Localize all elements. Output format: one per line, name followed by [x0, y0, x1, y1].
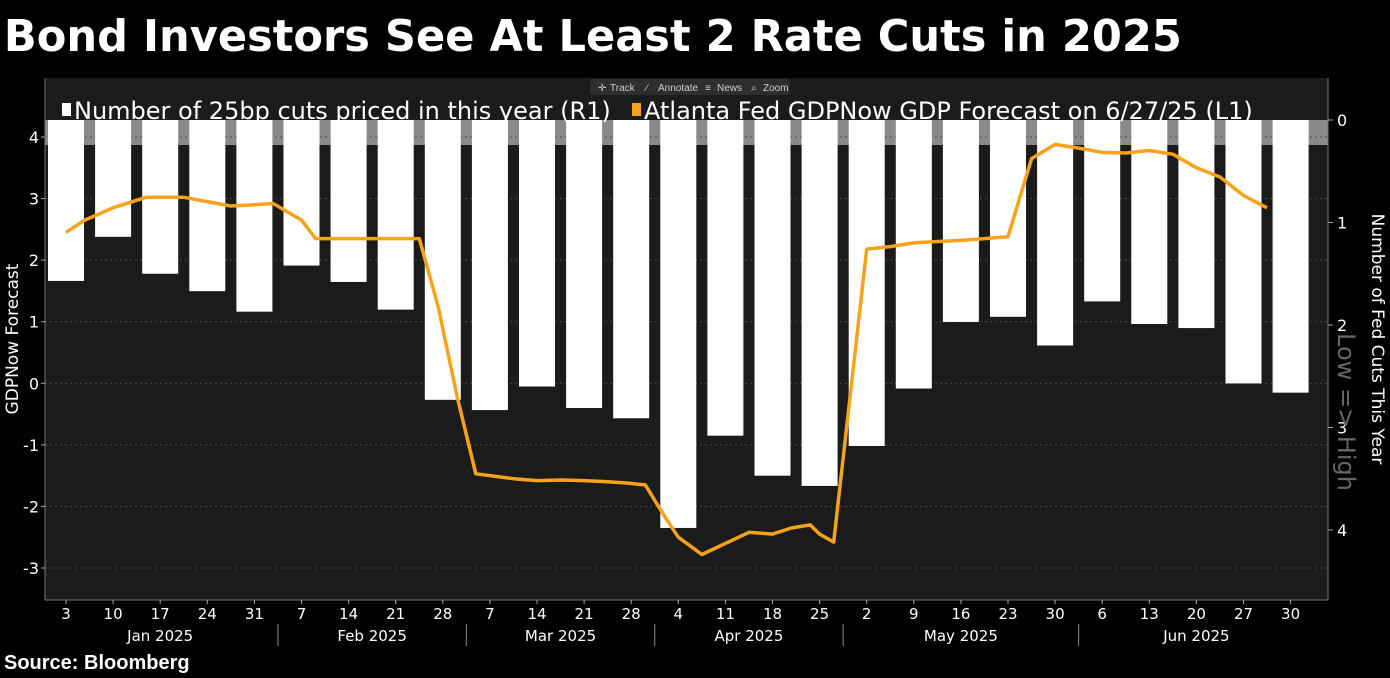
- bar[interactable]: [48, 120, 84, 281]
- x-tick-label: 6: [1097, 605, 1107, 623]
- bar[interactable]: [519, 120, 555, 387]
- bar[interactable]: [801, 120, 838, 486]
- bar[interactable]: [990, 120, 1026, 317]
- x-tick-label: 28: [433, 605, 452, 623]
- bar[interactable]: [942, 120, 979, 322]
- right-tick-label: 3: [1337, 419, 1347, 438]
- bar[interactable]: [848, 120, 885, 446]
- x-tick-label: 11: [716, 605, 735, 623]
- month-label: Mar 2025: [525, 627, 596, 645]
- left-tick-label: -3: [23, 559, 39, 578]
- left-tick-label: 4: [29, 128, 39, 147]
- chart[interactable]: Track Annotate News Zoom ✛ ∕ ≡ ⌕ Number …: [0, 74, 1390, 648]
- chart-toolbar: Track Annotate News Zoom ✛ ∕ ≡ ⌕: [590, 79, 790, 95]
- month-label: Feb 2025: [337, 627, 407, 645]
- bar[interactable]: [1178, 120, 1215, 329]
- bar[interactable]: [283, 120, 320, 266]
- right-tick-label: 1: [1337, 214, 1347, 233]
- legend-label-bars: Number of 25bp cuts priced in this year …: [74, 97, 611, 125]
- zoom-button[interactable]: Zoom: [763, 83, 789, 94]
- right-tick-label: 2: [1337, 316, 1347, 335]
- x-tick-label: 14: [339, 605, 358, 623]
- zoom-icon: ⌕: [751, 83, 757, 94]
- right-axis-label: Number of Fed Cuts This Year: [1367, 214, 1387, 465]
- x-tick-label: 28: [622, 605, 641, 623]
- x-tick-label: 9: [909, 605, 919, 623]
- x-tick-label: 30: [1046, 605, 1065, 623]
- x-tick-label: 25: [810, 605, 829, 623]
- bar[interactable]: [236, 120, 273, 312]
- month-label: Jun 2025: [1162, 627, 1229, 645]
- bar[interactable]: [707, 120, 744, 436]
- x-tick-label: 31: [245, 605, 264, 623]
- x-tick-label: 23: [998, 605, 1017, 623]
- x-tick-label: 21: [575, 605, 594, 623]
- x-tick-label: 3: [61, 605, 71, 623]
- chart-title: Bond Investors See At Least 2 Rate Cuts …: [0, 0, 1363, 74]
- bar[interactable]: [613, 120, 650, 419]
- left-tick-label: 0: [29, 374, 39, 393]
- bar[interactable]: [330, 120, 367, 282]
- watermark-low-high: Low => High: [1332, 333, 1360, 491]
- bar[interactable]: [1037, 120, 1074, 346]
- bar[interactable]: [377, 120, 414, 310]
- left-tick-label: 1: [29, 313, 39, 332]
- bar[interactable]: [95, 120, 132, 237]
- month-label: Jan 2025: [126, 627, 193, 645]
- x-tick-label: 16: [951, 605, 970, 623]
- x-tick-label: 17: [151, 605, 170, 623]
- bar[interactable]: [471, 120, 508, 411]
- source-note: Source: Bloomberg: [0, 648, 1390, 678]
- legend-swatch-bars: [62, 103, 71, 116]
- bar[interactable]: [1272, 120, 1309, 393]
- month-label: May 2025: [924, 627, 998, 645]
- x-axis-area: [45, 600, 1328, 648]
- x-tick-label: 13: [1140, 605, 1159, 623]
- track-icon: ✛: [598, 83, 606, 94]
- x-tick-label: 2: [862, 605, 872, 623]
- legend: Number of 25bp cuts priced in this year …: [62, 97, 1253, 125]
- bar[interactable]: [1225, 120, 1262, 384]
- x-tick-label: 18: [763, 605, 782, 623]
- x-tick-label: 14: [527, 605, 546, 623]
- bar[interactable]: [424, 120, 461, 400]
- left-tick-label: 2: [29, 251, 39, 270]
- legend-label-line: Atlanta Fed GDPNow GDP Forecast on 6/27/…: [644, 97, 1253, 125]
- track-button[interactable]: Track: [610, 83, 636, 94]
- news-button[interactable]: News: [717, 83, 742, 94]
- x-tick-label: 4: [674, 605, 684, 623]
- x-tick-label: 20: [1187, 605, 1206, 623]
- x-tick-label: 21: [386, 605, 405, 623]
- bar[interactable]: [895, 120, 932, 389]
- bar[interactable]: [1084, 120, 1121, 302]
- right-tick-label: 0: [1337, 111, 1347, 130]
- annotate-button[interactable]: Annotate: [658, 83, 698, 94]
- news-icon: ≡: [705, 83, 711, 94]
- bar[interactable]: [566, 120, 603, 409]
- legend-swatch-line: [632, 103, 641, 116]
- left-tick-label: -1: [23, 436, 39, 455]
- month-label: Apr 2025: [714, 627, 783, 645]
- x-tick-label: 30: [1281, 605, 1300, 623]
- right-tick-label: 4: [1337, 521, 1347, 540]
- gdpnow-line[interactable]: [65, 142, 1268, 557]
- bar[interactable]: [754, 120, 791, 476]
- x-tick-label: 10: [104, 605, 123, 623]
- left-tick-label: -2: [23, 497, 39, 516]
- x-tick-label: 7: [485, 605, 495, 623]
- bar[interactable]: [660, 120, 697, 528]
- annotate-icon: ∕: [643, 83, 649, 94]
- left-tick-label: 3: [29, 190, 39, 209]
- x-tick-label: 27: [1234, 605, 1253, 623]
- left-axis-label: GDPNow Forecast: [3, 263, 23, 414]
- x-tick-label: 7: [297, 605, 307, 623]
- x-tick-label: 24: [198, 605, 217, 623]
